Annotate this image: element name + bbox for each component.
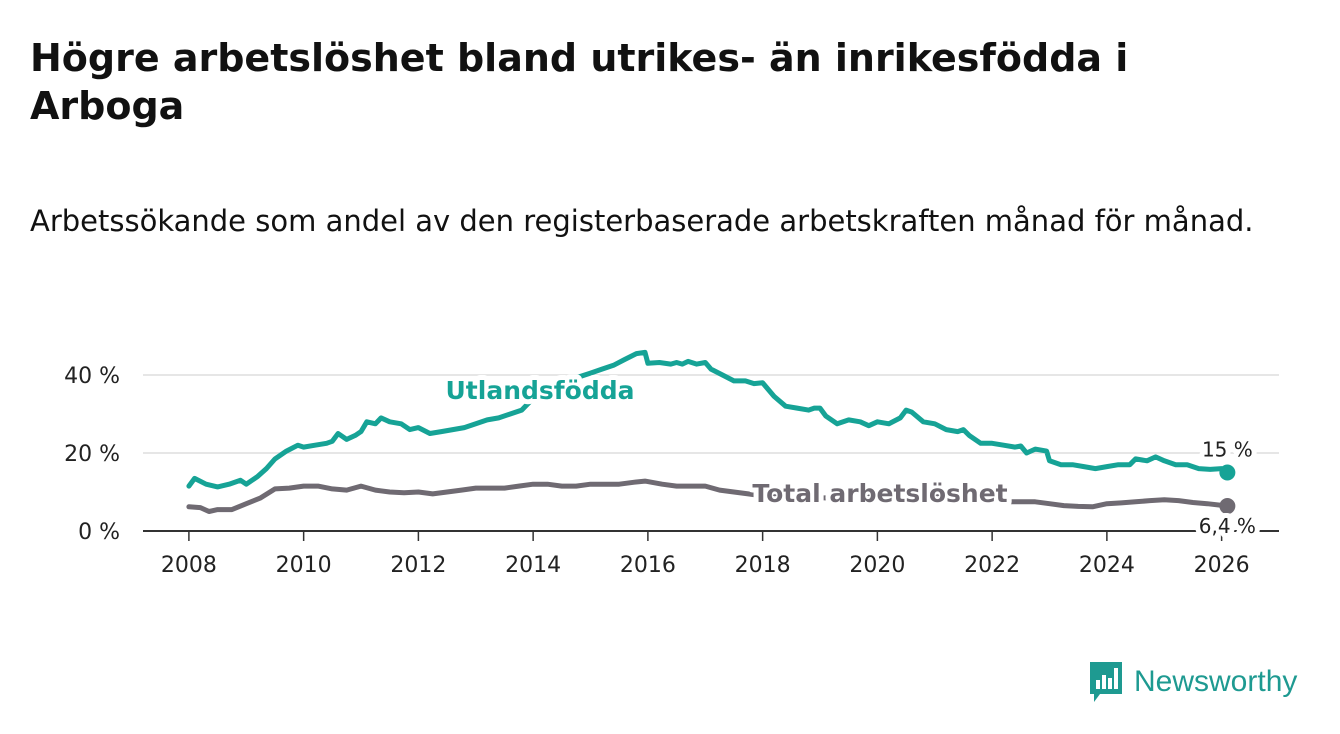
y-tick-label: 20 % xyxy=(64,442,120,467)
series-label-utlandsfodda: Utlandsfödda xyxy=(446,376,635,405)
series-line-total-arbetsloshet xyxy=(186,478,1230,514)
newsworthy-bar-chart-icon xyxy=(1090,662,1122,702)
chart-title: Högre arbetslöshet bland utrikes- än inr… xyxy=(30,36,1129,128)
end-point-total-arbetsloshet xyxy=(1219,498,1236,515)
y-tick-label: 0 % xyxy=(78,520,120,545)
x-tick-label: 2018 xyxy=(735,553,791,578)
end-label-utlandsfodda: 15 % xyxy=(1202,438,1253,462)
x-tick-label: 2014 xyxy=(505,553,561,578)
y-tick-label: 40 % xyxy=(64,364,120,389)
brand-logo: Newsworthy xyxy=(1088,660,1297,704)
series-label-utlandsfodda-halo: Utlandsfödda xyxy=(446,376,635,405)
x-tick-label: 2024 xyxy=(1079,553,1135,578)
x-tick-label: 2026 xyxy=(1194,553,1250,578)
series-line-utlandsfodda xyxy=(186,349,1230,490)
line-chart: 0 % 20 % 40 % 2008 2010 2012 2014 2016 2018 2020… xyxy=(64,349,1279,578)
x-tick-label: 2020 xyxy=(849,553,905,578)
end-label-total-halo: 6,4 % xyxy=(1199,514,1256,538)
end-label-utlandsfodda-halo: 15 % xyxy=(1202,438,1253,462)
chart-subtitle: Arbetssökande som andel av den registerb… xyxy=(30,204,1254,238)
y-axis: 0 % 20 % 40 % xyxy=(64,364,120,545)
end-label-total: 6,4 % xyxy=(1199,514,1256,538)
series-lines xyxy=(186,349,1236,515)
end-point-utlandsfodda xyxy=(1219,464,1236,481)
x-tick-label: 2022 xyxy=(964,553,1020,578)
x-tick-label: 2008 xyxy=(161,553,217,578)
brand-name: Newsworthy xyxy=(1134,665,1298,698)
x-tick-label: 2016 xyxy=(620,553,676,578)
x-tick-label: 2012 xyxy=(390,553,446,578)
x-tick-label: 2010 xyxy=(276,553,332,578)
x-axis: 2008 2010 2012 2014 2016 2018 2020 2022 2024 2026 xyxy=(143,530,1279,578)
gridlines xyxy=(143,374,1279,454)
series-label-total: Total arbetslöshet xyxy=(752,479,1007,508)
series-label-total-halo: Total arbetslöshet xyxy=(752,479,1007,508)
